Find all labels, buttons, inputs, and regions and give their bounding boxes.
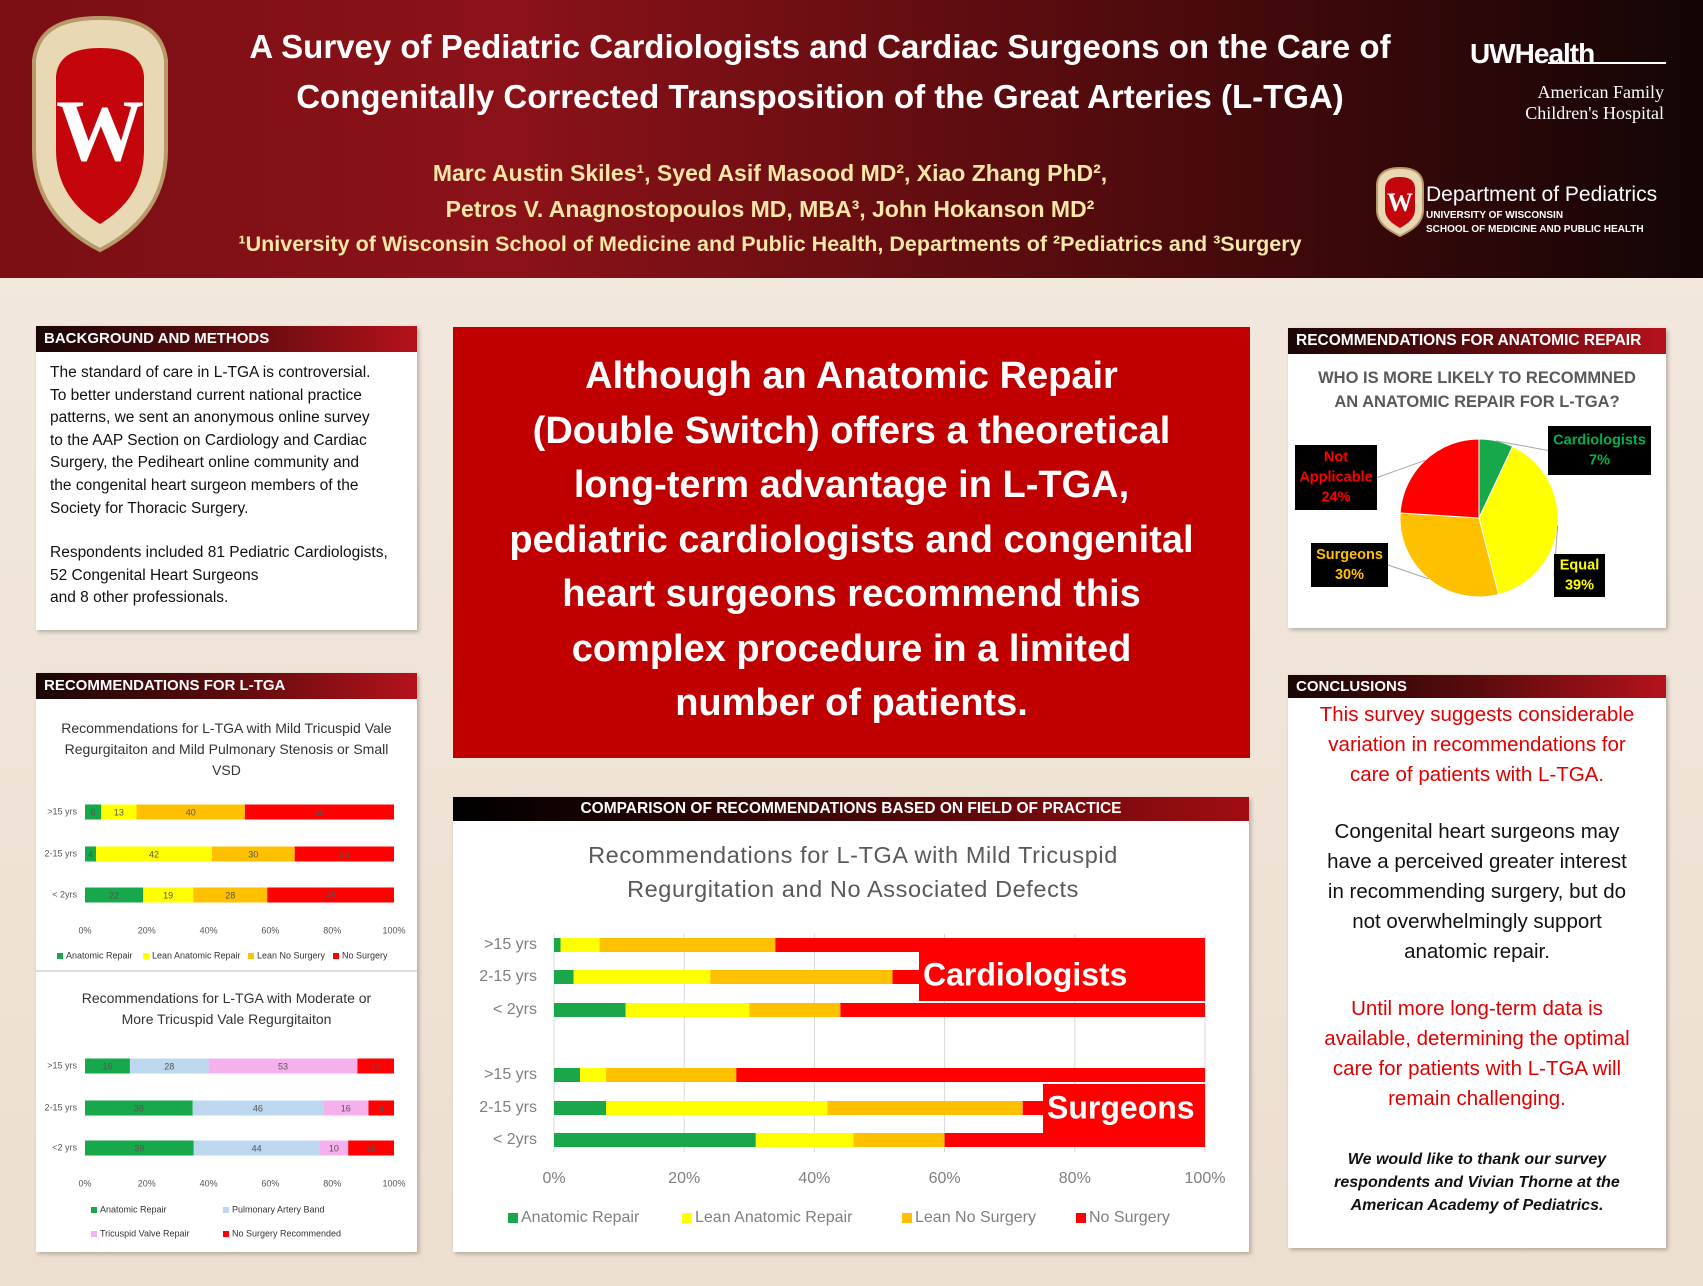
text-line: respondents and Vivian Thorne at the bbox=[1334, 1174, 1620, 1191]
panel-heading: BACKGROUND AND METHODS bbox=[36, 326, 417, 352]
chart-title: WHO IS MORE LIKELY TO RECOMMNED AN ANATO… bbox=[1318, 369, 1636, 411]
dept: Department of Pediatrics bbox=[1426, 183, 1658, 206]
highlight-line: number of patients. bbox=[675, 682, 1028, 724]
conclusions-panel: CONCLUSIONS This survey suggests conside… bbox=[1288, 675, 1666, 1248]
logos: W W bbox=[32, 15, 1424, 253]
rule bbox=[1548, 62, 1666, 64]
chart-title: Recommendations for L-TGA with Mild Tric… bbox=[61, 720, 392, 778]
logo-letter: W bbox=[56, 83, 144, 180]
dept-sub-line: UNIVERSITY OF WISCONSIN bbox=[1426, 210, 1564, 221]
text-line: To better understand current national pr… bbox=[50, 386, 362, 404]
text-line: remain challenging. bbox=[1388, 1087, 1566, 1110]
paragraph: Respondents included 81 Pediatric Cardio… bbox=[50, 542, 417, 610]
panel-heading: CONCLUSIONS bbox=[1288, 675, 1666, 698]
text-line: in recommending surgery, but do bbox=[1327, 880, 1627, 903]
paragraph: The standard of care in L-TGA is controv… bbox=[50, 362, 417, 520]
text-line: have a perceived greater interest bbox=[1327, 850, 1627, 873]
text-line: variation in recommendations for bbox=[1328, 733, 1626, 756]
panel-heading: RECOMMENDATIONS FOR L-TGA bbox=[36, 673, 417, 699]
highlight-line: long-term advantage in L-TGA, bbox=[573, 464, 1130, 506]
text-line: Surgery, the Pediheart online community … bbox=[50, 454, 360, 472]
author-line: Petros V. Anagnostopoulos MD, MBA³, John… bbox=[445, 196, 1095, 222]
dept-sub-line: SCHOOL OF MEDICINE AND PUBLIC HEALTH bbox=[1426, 224, 1644, 235]
paragraph: Until more long-term data is available, d… bbox=[1288, 994, 1666, 1114]
highlight-panel: Although an Anatomic Repair (Double Switc… bbox=[453, 327, 1250, 758]
divider bbox=[36, 970, 417, 972]
panel-heading: RECOMMENDATIONS FOR ANATOMIC REPAIR bbox=[1288, 328, 1666, 354]
text-line: and 8 other professionals. bbox=[50, 589, 229, 607]
paragraph: This survey suggests considerable variati… bbox=[1288, 700, 1666, 790]
text-line: to the AAP Section on Cardiology and Car… bbox=[50, 431, 367, 449]
text-line: 52 Congenital Heart Surgeons bbox=[50, 566, 259, 584]
text-line: Respondents included 81 Pediatric Cardio… bbox=[50, 544, 388, 562]
highlight-line: complex procedure in a limited bbox=[571, 627, 1132, 670]
dept-sub: UNIVERSITY OF WISCONSIN SCHOOL OF MEDICI… bbox=[1426, 209, 1644, 237]
chart-title: Recommendations for L-TGA with Moderate … bbox=[81, 990, 372, 1027]
panel-heading: COMPARISON OF RECOMMENDATIONS BASED ON F… bbox=[453, 797, 1249, 821]
chart-title: Recommendations for L-TGA with Mild Tric… bbox=[588, 842, 1118, 902]
highlight-line: pediatric cardiologists and congenital bbox=[509, 518, 1194, 561]
text-line: We would like to thank our survey bbox=[1347, 1151, 1607, 1168]
text-line: American Academy of Pediatrics. bbox=[1350, 1197, 1604, 1214]
text-line: Congenital heart surgeons may bbox=[1334, 820, 1620, 843]
recommendations-panel: RECOMMENDATIONS FOR L-TGA bbox=[36, 673, 417, 1252]
title-line: Congenitally Corrected Transposition of … bbox=[296, 78, 1344, 115]
hospital: American Family Children's Hospital bbox=[1470, 82, 1664, 124]
hospital-line: American Family bbox=[1537, 82, 1664, 102]
comparison-panel: COMPARISON OF RECOMMENDATIONS BASED ON F… bbox=[453, 797, 1249, 1252]
text-line: patterns, we sent an anonymous online su… bbox=[50, 409, 370, 427]
text-line: the congenital heart surgeon members of … bbox=[50, 476, 359, 494]
thanks: We would like to thank our survey respond… bbox=[1288, 1148, 1666, 1217]
text-line: anatomic repair. bbox=[1404, 940, 1550, 963]
affiliation: ¹University of Wisconsin School of Medic… bbox=[238, 232, 1302, 256]
highlight-line: heart surgeons recommend this bbox=[562, 573, 1141, 615]
text-line: The standard of care in L-TGA is controv… bbox=[50, 364, 371, 381]
author-line: Marc Austin Skiles¹, Syed Asif Masood MD… bbox=[432, 160, 1108, 186]
hospital-line: Children's Hospital bbox=[1525, 103, 1664, 123]
background-text: The standard of care in L-TGA is controv… bbox=[36, 352, 417, 610]
text-line: This survey suggests considerable bbox=[1319, 703, 1635, 726]
text-line: care of patients with L-TGA. bbox=[1349, 763, 1605, 786]
conclusions-text: This survey suggests considerable variati… bbox=[1288, 698, 1666, 1217]
text-line: care for patients with L-TGA will bbox=[1332, 1057, 1622, 1080]
text-line: Until more long-term data is bbox=[1351, 997, 1603, 1020]
text-line: Society for Thoracic Surgery. bbox=[50, 499, 249, 517]
background-panel: BACKGROUND AND METHODS The standard of c… bbox=[36, 326, 417, 630]
highlight-line: Although an Anatomic Repair bbox=[585, 355, 1118, 397]
text-line: not overwhelmingly support bbox=[1352, 910, 1602, 933]
header: A Survey of Pediatric Cardiologists and … bbox=[0, 0, 1703, 278]
highlight-line: (Double Switch) offers a theoretical bbox=[532, 409, 1171, 452]
title-line: A Survey of Pediatric Cardiologists and … bbox=[249, 28, 1391, 65]
text-line: available, determining the optimal bbox=[1324, 1027, 1630, 1050]
small-shield: W bbox=[1376, 166, 1424, 238]
shield-logo: W bbox=[32, 15, 168, 253]
logo-letter: W bbox=[1387, 188, 1413, 217]
paragraph: Congenital heart surgeons may have a perc… bbox=[1288, 817, 1666, 967]
